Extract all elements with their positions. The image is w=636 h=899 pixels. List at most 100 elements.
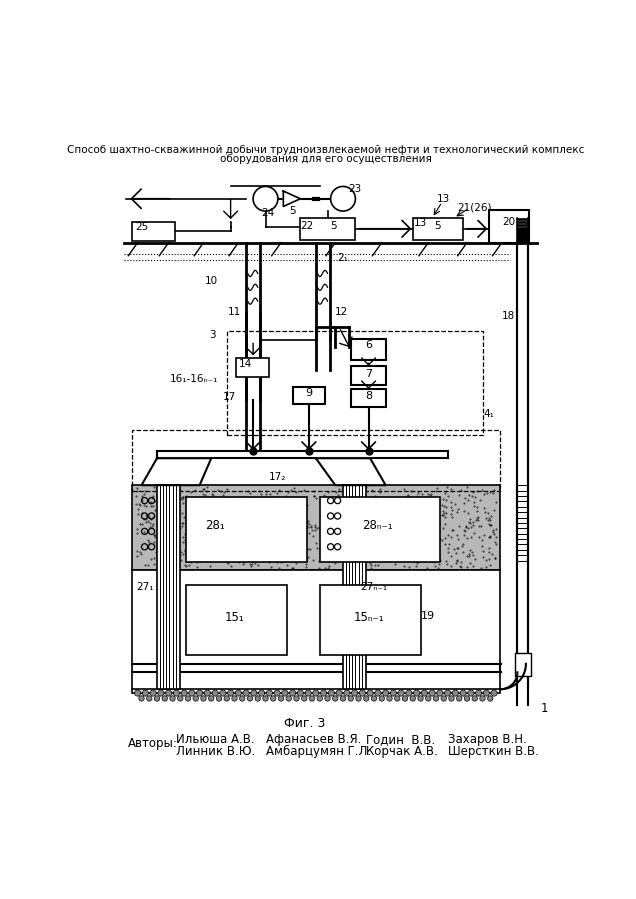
Circle shape <box>162 696 167 701</box>
Text: 15₁: 15₁ <box>225 611 244 624</box>
Circle shape <box>228 690 233 696</box>
Circle shape <box>266 690 272 696</box>
Bar <box>517 239 529 242</box>
Text: 4₁: 4₁ <box>483 409 494 419</box>
Circle shape <box>449 696 454 701</box>
Circle shape <box>394 696 400 701</box>
Circle shape <box>247 696 252 701</box>
Bar <box>517 234 529 236</box>
Text: 8: 8 <box>365 391 372 401</box>
Circle shape <box>429 690 435 696</box>
Text: 9: 9 <box>305 387 312 397</box>
Text: Корчак А.В.: Корчак А.В. <box>366 745 438 758</box>
Circle shape <box>348 696 354 701</box>
Text: 7: 7 <box>365 369 372 378</box>
Circle shape <box>480 696 485 701</box>
Circle shape <box>294 696 299 701</box>
Bar <box>186 497 307 562</box>
Text: 3: 3 <box>209 330 216 340</box>
Circle shape <box>367 690 373 696</box>
Circle shape <box>297 690 303 696</box>
Circle shape <box>289 690 296 696</box>
Circle shape <box>491 690 497 696</box>
Circle shape <box>177 696 183 701</box>
Circle shape <box>375 690 381 696</box>
Circle shape <box>146 696 152 701</box>
Circle shape <box>235 690 242 696</box>
Text: оборудования для его осуществления: оборудования для его осуществления <box>220 155 432 165</box>
Bar <box>517 218 529 220</box>
Circle shape <box>359 690 366 696</box>
Circle shape <box>379 696 385 701</box>
Circle shape <box>189 690 195 696</box>
Text: 27₁: 27₁ <box>136 582 153 592</box>
Text: 23: 23 <box>348 183 361 193</box>
Circle shape <box>464 696 470 701</box>
Text: 6: 6 <box>365 340 372 350</box>
Circle shape <box>220 690 226 696</box>
Circle shape <box>158 690 164 696</box>
Circle shape <box>413 690 420 696</box>
Polygon shape <box>141 458 211 485</box>
Circle shape <box>418 696 423 701</box>
Text: 12: 12 <box>335 307 348 317</box>
Circle shape <box>263 696 268 701</box>
Circle shape <box>232 696 237 701</box>
Bar <box>350 366 385 385</box>
Circle shape <box>472 696 478 701</box>
Text: 20: 20 <box>502 217 515 227</box>
Circle shape <box>364 696 369 701</box>
Circle shape <box>452 690 459 696</box>
Bar <box>132 222 175 241</box>
Circle shape <box>460 690 466 696</box>
Circle shape <box>483 690 490 696</box>
Circle shape <box>356 696 361 701</box>
Circle shape <box>270 696 276 701</box>
Text: 27ₙ₋₁: 27ₙ₋₁ <box>361 582 387 592</box>
Circle shape <box>240 696 245 701</box>
Bar <box>132 570 501 693</box>
Circle shape <box>410 696 415 701</box>
Bar <box>186 585 287 654</box>
Text: 16₁-16ₙ₋₁: 16₁-16ₙ₋₁ <box>170 374 218 384</box>
Circle shape <box>204 690 211 696</box>
Circle shape <box>352 690 357 696</box>
Bar <box>517 221 529 223</box>
Text: 10: 10 <box>205 276 218 286</box>
Text: 11: 11 <box>228 307 241 317</box>
Circle shape <box>286 696 291 701</box>
Bar <box>293 387 325 405</box>
Circle shape <box>282 690 288 696</box>
Text: 2₁: 2₁ <box>338 253 349 263</box>
Circle shape <box>403 696 408 701</box>
Circle shape <box>331 186 356 211</box>
Circle shape <box>313 690 319 696</box>
Text: 28₁: 28₁ <box>205 520 225 532</box>
Text: Фиг. 3: Фиг. 3 <box>284 717 325 730</box>
Circle shape <box>181 690 187 696</box>
Circle shape <box>255 696 261 701</box>
Bar <box>320 497 440 562</box>
Circle shape <box>321 690 327 696</box>
Circle shape <box>476 690 481 696</box>
Circle shape <box>301 696 307 701</box>
Text: 17₂: 17₂ <box>268 473 286 483</box>
Circle shape <box>437 690 443 696</box>
Circle shape <box>309 696 315 701</box>
Text: 18: 18 <box>501 311 515 321</box>
Bar <box>515 653 530 676</box>
Circle shape <box>274 690 280 696</box>
Circle shape <box>135 690 141 696</box>
Text: Способ шахтно-скважинной добычи трудноизвлекаемой нефти и технологический компле: Способ шахтно-скважинной добычи трудноиз… <box>67 146 584 156</box>
Circle shape <box>279 696 284 701</box>
Text: Афанасьев В.Я.: Афанасьев В.Я. <box>265 733 361 746</box>
Bar <box>132 430 501 492</box>
Circle shape <box>212 690 218 696</box>
Circle shape <box>457 696 462 701</box>
Circle shape <box>344 690 350 696</box>
Circle shape <box>488 696 493 701</box>
Circle shape <box>193 696 198 701</box>
Circle shape <box>382 690 389 696</box>
Text: 5: 5 <box>330 220 337 231</box>
Text: 1: 1 <box>541 702 548 715</box>
